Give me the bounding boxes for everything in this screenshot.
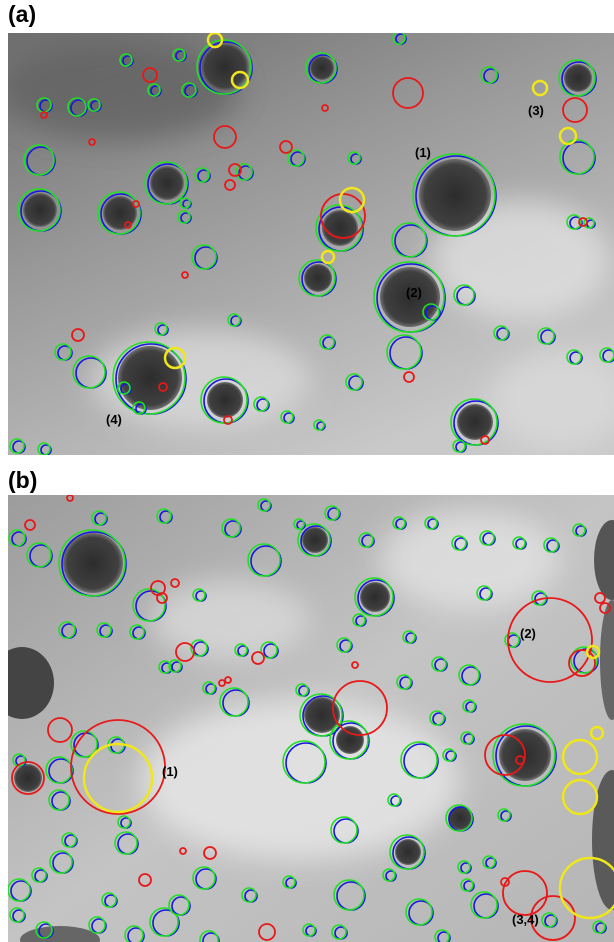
annotation: (1) (162, 764, 178, 779)
crater (395, 839, 421, 865)
crater (322, 210, 358, 246)
annotation: (1) (415, 145, 431, 160)
crater (336, 726, 364, 754)
crater (360, 582, 390, 612)
annotation: (3) (528, 103, 544, 118)
crater (564, 64, 592, 92)
crater (304, 264, 332, 292)
crater (150, 166, 184, 200)
crater (419, 159, 491, 231)
crater (23, 193, 57, 227)
annotation: (4) (106, 412, 122, 427)
annotation: (3,4) (512, 912, 539, 927)
panel-label: (a) (8, 1, 36, 27)
crater (103, 196, 137, 230)
crater (207, 382, 243, 418)
panel-a-image (0, 33, 614, 455)
crater (201, 43, 249, 91)
panel-label: (b) (8, 467, 37, 493)
figure: (a) (1) (2) (3) (4) (b) (1) (2) (3,4) (0, 0, 614, 942)
crater (457, 404, 493, 440)
annotation: (2) (520, 626, 536, 641)
crater (118, 346, 182, 410)
page: (a) (1) (2) (3) (4) (b) (1) (2) (3,4) ((… (0, 0, 614, 942)
annotation: (2) (406, 285, 422, 300)
crater (14, 764, 42, 792)
crater (63, 533, 123, 593)
